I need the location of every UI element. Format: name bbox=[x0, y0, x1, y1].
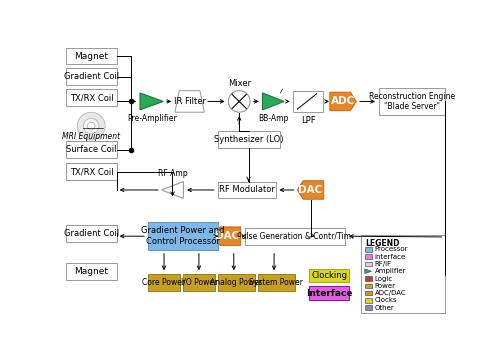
Text: ADC: ADC bbox=[331, 96, 355, 106]
Bar bbox=[309, 269, 350, 282]
Bar bbox=[365, 247, 372, 252]
Text: Gradient Coil: Gradient Coil bbox=[64, 229, 119, 238]
Bar bbox=[294, 91, 323, 112]
Bar bbox=[309, 286, 350, 300]
Bar bbox=[66, 48, 117, 64]
Text: DAC: DAC bbox=[298, 185, 322, 195]
Text: LEGEND: LEGEND bbox=[365, 239, 399, 248]
Text: MRI Equipment: MRI Equipment bbox=[62, 131, 120, 141]
Bar bbox=[365, 254, 372, 259]
Text: DAC: DAC bbox=[216, 231, 240, 241]
Text: Gradient Coil: Gradient Coil bbox=[64, 72, 119, 81]
Polygon shape bbox=[262, 93, 284, 110]
Bar bbox=[182, 274, 215, 291]
Bar bbox=[66, 225, 117, 242]
Polygon shape bbox=[298, 181, 324, 199]
Polygon shape bbox=[162, 182, 184, 198]
Polygon shape bbox=[175, 91, 204, 112]
Bar bbox=[365, 284, 372, 288]
Bar bbox=[66, 163, 117, 180]
Circle shape bbox=[77, 112, 105, 140]
Bar bbox=[66, 263, 117, 280]
Bar bbox=[244, 228, 346, 245]
Text: Clocks: Clocks bbox=[375, 297, 398, 304]
Text: BB-Amp: BB-Amp bbox=[258, 114, 288, 123]
Polygon shape bbox=[140, 93, 163, 110]
Text: Processor: Processor bbox=[375, 246, 408, 252]
Circle shape bbox=[88, 122, 95, 130]
Bar bbox=[378, 88, 444, 115]
Text: IR Filter: IR Filter bbox=[174, 97, 206, 106]
Text: ADC/DAC: ADC/DAC bbox=[375, 290, 406, 296]
Bar bbox=[365, 276, 372, 281]
Circle shape bbox=[84, 118, 99, 134]
Text: System Power: System Power bbox=[250, 278, 304, 287]
Polygon shape bbox=[214, 227, 241, 245]
Text: TX/RX Coil: TX/RX Coil bbox=[70, 167, 114, 176]
Text: TX/RX Coil: TX/RX Coil bbox=[70, 93, 114, 102]
Bar bbox=[66, 89, 117, 106]
Text: RF Modulator: RF Modulator bbox=[218, 186, 274, 194]
Text: Amplifier: Amplifier bbox=[375, 268, 406, 274]
Text: LPF: LPF bbox=[301, 116, 316, 125]
Text: Interface: Interface bbox=[375, 254, 406, 260]
Text: Magnet: Magnet bbox=[74, 267, 108, 276]
Bar bbox=[258, 274, 295, 291]
Bar bbox=[218, 131, 280, 148]
Text: Reconstruction Engine
"Blade Server": Reconstruction Engine "Blade Server" bbox=[368, 92, 454, 111]
Bar bbox=[148, 274, 180, 291]
Text: Interface: Interface bbox=[306, 289, 352, 298]
Text: Surface Coil: Surface Coil bbox=[66, 146, 117, 154]
Polygon shape bbox=[365, 269, 372, 273]
Bar bbox=[148, 222, 218, 250]
Bar bbox=[365, 298, 372, 303]
Text: Clocking: Clocking bbox=[311, 271, 347, 280]
Text: RF/IF: RF/IF bbox=[375, 261, 392, 267]
Bar bbox=[218, 274, 254, 291]
Bar bbox=[218, 182, 276, 198]
Bar bbox=[361, 235, 444, 313]
Text: Power: Power bbox=[375, 283, 396, 289]
Text: Mixer: Mixer bbox=[228, 79, 251, 88]
Text: Pulse Generation & Contr/Tim.: Pulse Generation & Contr/Tim. bbox=[237, 232, 353, 241]
Text: Synthesizer (LO): Synthesizer (LO) bbox=[214, 135, 283, 144]
Circle shape bbox=[228, 91, 250, 112]
Text: Core Power: Core Power bbox=[142, 278, 186, 287]
Bar bbox=[365, 305, 372, 310]
Text: I/O Power: I/O Power bbox=[181, 278, 217, 287]
Bar bbox=[365, 291, 372, 296]
Text: Pre-Amplifier: Pre-Amplifier bbox=[127, 114, 176, 123]
Text: Analog Power: Analog Power bbox=[210, 278, 262, 287]
Text: Magnet: Magnet bbox=[74, 51, 108, 60]
Text: Gradient Power and
Control Processor: Gradient Power and Control Processor bbox=[141, 226, 224, 246]
Bar bbox=[66, 142, 117, 158]
Bar bbox=[365, 262, 372, 266]
Text: Logic: Logic bbox=[375, 276, 393, 281]
Bar bbox=[66, 68, 117, 85]
Text: RF Amp: RF Amp bbox=[158, 169, 188, 178]
Polygon shape bbox=[330, 92, 356, 111]
Text: Other: Other bbox=[375, 305, 394, 311]
